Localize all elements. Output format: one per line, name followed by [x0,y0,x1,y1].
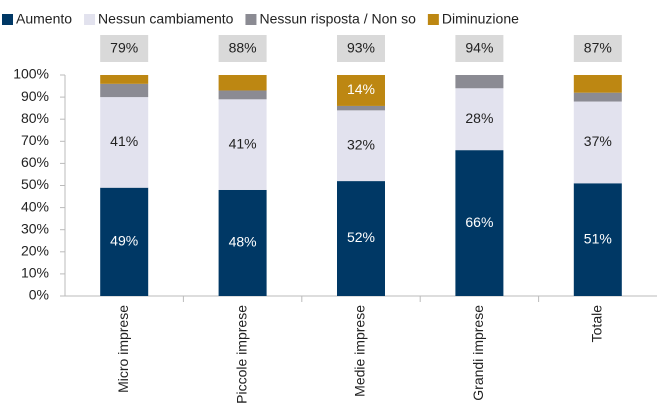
bar-segment [573,183,622,296]
legend-label: Nessun cambiamento [98,11,234,27]
y-tick-label: 30% [21,220,49,236]
legend-swatch [2,14,13,25]
bar-segment [455,88,504,151]
y-tick-label: 80% [21,110,49,126]
bar-segment [100,75,149,84]
data-label: 51% [584,230,612,246]
bar-segment [337,105,385,111]
bar-segment [573,75,622,93]
y-tick-label: 0% [29,287,49,303]
y-tick-label: 90% [21,88,49,104]
bar-segment [455,75,504,89]
x-tick-label: Medie imprese [352,305,368,397]
data-label: 41% [110,133,138,149]
annotation: 79% [110,40,138,56]
legend-swatch [245,14,257,25]
annotation: 88% [229,40,257,56]
annotation: 87% [584,40,612,56]
y-tick-label: 70% [21,132,49,148]
legend-label: Nessun risposta / Non so [259,11,416,27]
legend-label: Aumento [16,11,72,27]
x-tick-label: Micro imprese [115,305,131,393]
y-tick-label: 20% [21,243,49,259]
data-label: 48% [229,234,257,250]
y-tick-label: 60% [21,154,49,170]
data-label: 52% [347,229,375,245]
x-tick-label: Totale [589,305,605,343]
data-label: 14% [347,81,375,97]
y-tick-label: 10% [21,265,49,281]
bar-segment [100,97,149,188]
annotation-box [455,35,504,62]
x-tick-label: Piccole imprese [233,305,249,404]
bar-segment [218,75,267,91]
data-label: 37% [584,133,612,149]
annotation: 93% [347,40,375,56]
y-tick-label: 50% [21,176,49,192]
bar-segment [218,99,267,190]
bar-segment [337,110,385,182]
legend-swatch [427,14,439,25]
data-label: 41% [229,135,257,151]
bar-segment [218,90,267,100]
legend-swatch [84,14,96,25]
annotation-box [337,35,385,62]
bar-segment [337,75,385,106]
bar-segment [100,83,149,98]
bar-segment [218,189,267,296]
annotation: 94% [465,40,493,56]
annotation-box [100,35,149,62]
data-label: 66% [465,214,493,230]
data-label: 32% [347,136,375,152]
annotation-box [573,35,622,62]
annotation-box [218,35,267,62]
bar-segment [337,181,385,296]
bar-segment [455,150,504,296]
y-tick-label: 40% [21,198,49,214]
x-tick-label: Grandi imprese [470,305,486,401]
legend-label: Diminuzione [442,11,519,27]
data-label: 49% [110,233,138,249]
bar-segment [100,187,149,296]
data-label: 28% [465,110,493,126]
bar-segment [573,92,622,102]
bar-segment [573,101,622,184]
y-tick-label: 100% [13,66,49,82]
